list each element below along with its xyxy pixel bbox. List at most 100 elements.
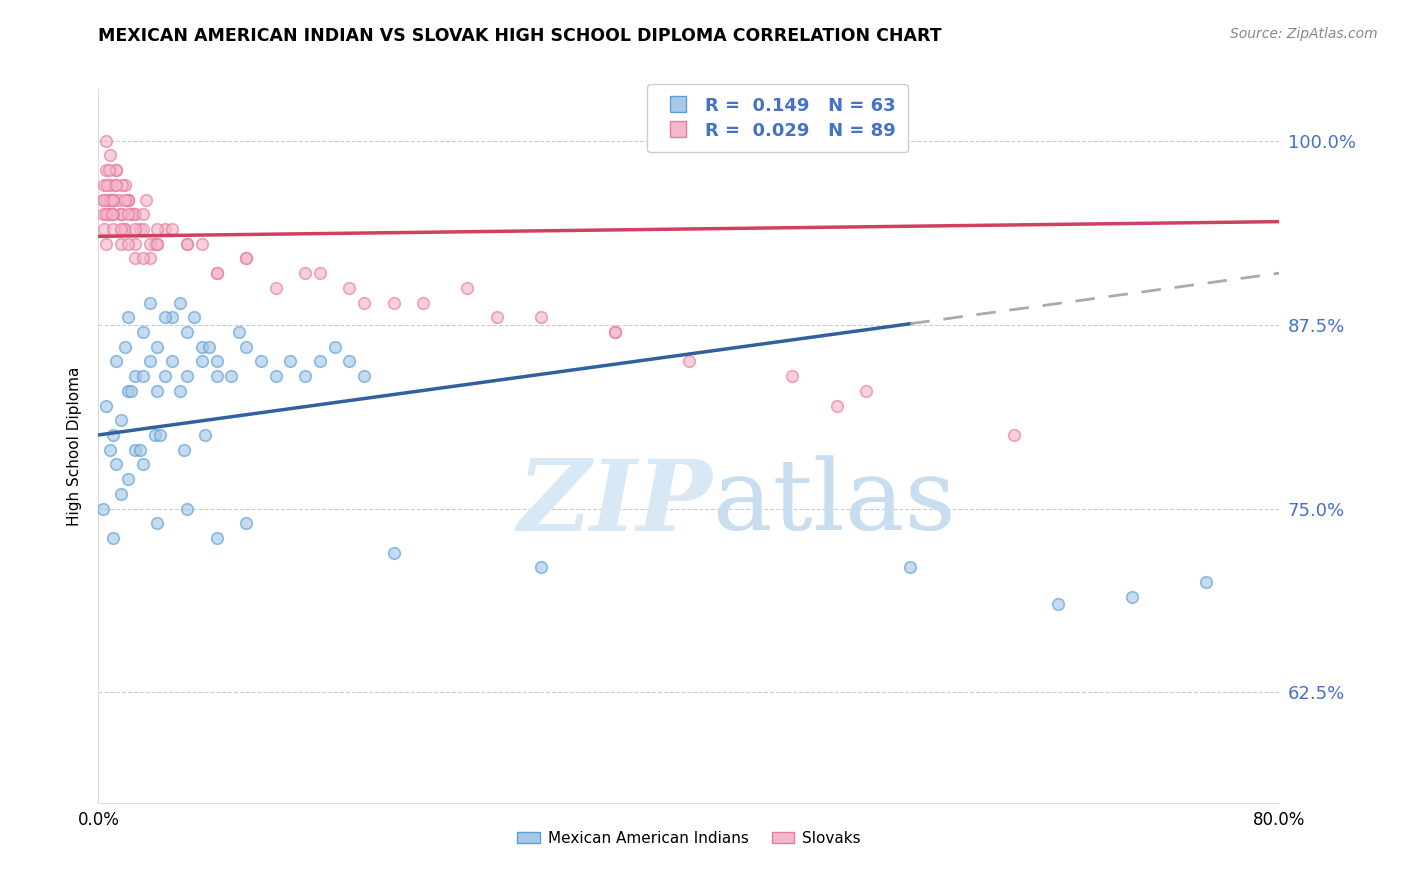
Point bbox=[110, 222, 132, 236]
Point bbox=[91, 207, 114, 221]
Point bbox=[235, 252, 257, 266]
Point bbox=[153, 222, 176, 236]
Point bbox=[117, 384, 139, 398]
Point bbox=[105, 458, 128, 472]
Point bbox=[169, 295, 191, 310]
Point bbox=[1195, 575, 1218, 590]
Text: ZIP: ZIP bbox=[517, 455, 713, 551]
Text: MEXICAN AMERICAN INDIAN VS SLOVAK HIGH SCHOOL DIPLOMA CORRELATION CHART: MEXICAN AMERICAN INDIAN VS SLOVAK HIGH S… bbox=[98, 27, 942, 45]
Point bbox=[825, 399, 848, 413]
Point bbox=[110, 207, 132, 221]
Y-axis label: High School Diploma: High School Diploma bbox=[67, 367, 83, 525]
Point bbox=[205, 369, 228, 384]
Point bbox=[132, 252, 155, 266]
Point bbox=[132, 222, 155, 236]
Point bbox=[191, 340, 214, 354]
Point bbox=[605, 325, 627, 339]
Point bbox=[198, 340, 221, 354]
Point bbox=[146, 222, 169, 236]
Point bbox=[117, 310, 139, 325]
Point bbox=[264, 369, 287, 384]
Point bbox=[153, 310, 176, 325]
Point bbox=[132, 325, 155, 339]
Point bbox=[114, 178, 136, 192]
Point bbox=[309, 354, 332, 368]
Point bbox=[486, 310, 509, 325]
Point bbox=[103, 428, 125, 442]
Point bbox=[339, 281, 361, 295]
Point bbox=[128, 222, 150, 236]
Point bbox=[94, 236, 117, 251]
Point bbox=[124, 369, 146, 384]
Point bbox=[111, 178, 134, 192]
Point bbox=[103, 207, 125, 221]
Point bbox=[114, 193, 136, 207]
Point bbox=[143, 428, 166, 442]
Point bbox=[105, 163, 128, 178]
Point bbox=[678, 354, 700, 368]
Point bbox=[264, 281, 287, 295]
Point bbox=[191, 236, 214, 251]
Point bbox=[382, 546, 405, 560]
Point bbox=[1047, 597, 1070, 611]
Point bbox=[135, 193, 157, 207]
Point bbox=[146, 236, 169, 251]
Point bbox=[98, 193, 121, 207]
Text: Source: ZipAtlas.com: Source: ZipAtlas.com bbox=[1230, 27, 1378, 41]
Point bbox=[1002, 428, 1025, 442]
Point bbox=[97, 163, 120, 178]
Point bbox=[605, 325, 627, 339]
Point bbox=[112, 222, 135, 236]
Point bbox=[103, 193, 125, 207]
Point bbox=[176, 501, 198, 516]
Point bbox=[900, 560, 922, 574]
Point bbox=[105, 354, 128, 368]
Point bbox=[339, 354, 361, 368]
Point bbox=[132, 458, 155, 472]
Point bbox=[176, 369, 198, 384]
Point bbox=[235, 340, 257, 354]
Point bbox=[110, 413, 132, 427]
Point bbox=[250, 354, 273, 368]
Point bbox=[100, 207, 122, 221]
Point bbox=[176, 236, 198, 251]
Point bbox=[782, 369, 804, 384]
Point bbox=[96, 193, 118, 207]
Point bbox=[191, 354, 214, 368]
Point bbox=[117, 193, 139, 207]
Point bbox=[139, 252, 162, 266]
Point bbox=[139, 354, 162, 368]
Point bbox=[235, 252, 257, 266]
Point bbox=[96, 207, 118, 221]
Point bbox=[323, 340, 346, 354]
Text: atlas: atlas bbox=[713, 455, 955, 551]
Point bbox=[114, 340, 136, 354]
Point bbox=[146, 516, 169, 531]
Point bbox=[143, 236, 166, 251]
Point bbox=[98, 442, 121, 457]
Point bbox=[169, 384, 191, 398]
Point bbox=[110, 207, 132, 221]
Point bbox=[96, 178, 118, 192]
Point bbox=[110, 207, 132, 221]
Point bbox=[309, 266, 332, 280]
Point bbox=[855, 384, 877, 398]
Point bbox=[294, 369, 316, 384]
Point bbox=[149, 428, 172, 442]
Point bbox=[120, 384, 142, 398]
Point bbox=[176, 325, 198, 339]
Point bbox=[103, 531, 125, 545]
Point bbox=[94, 207, 117, 221]
Point bbox=[530, 310, 553, 325]
Point bbox=[98, 193, 121, 207]
Point bbox=[91, 193, 114, 207]
Point bbox=[91, 501, 114, 516]
Point bbox=[108, 193, 131, 207]
Legend: Mexican American Indians, Slovaks: Mexican American Indians, Slovaks bbox=[510, 825, 868, 852]
Point bbox=[132, 207, 155, 221]
Point bbox=[132, 369, 155, 384]
Point bbox=[228, 325, 250, 339]
Point bbox=[93, 178, 115, 192]
Point bbox=[183, 310, 205, 325]
Point bbox=[117, 193, 139, 207]
